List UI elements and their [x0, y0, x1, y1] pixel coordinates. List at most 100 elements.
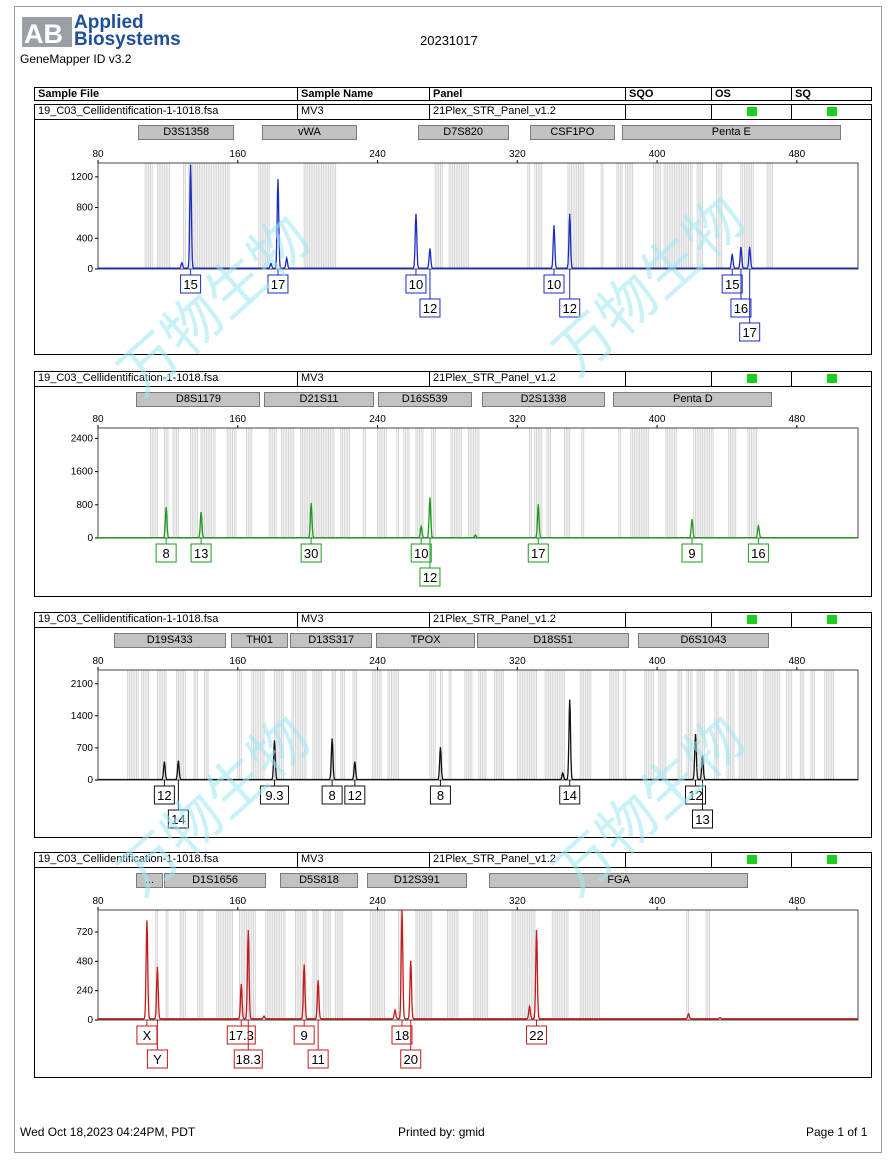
x-tick-label: 480: [789, 414, 806, 425]
marker-label: TPOX: [375, 633, 476, 648]
allele-label: 10: [547, 277, 561, 292]
sample-file: 19_C03_Cellidentification-1-1018.fsa: [38, 613, 219, 625]
allele-label: 14: [562, 788, 576, 803]
allele-label: 14: [171, 812, 185, 827]
allele-label: 9: [301, 1028, 308, 1043]
allele-label: X: [143, 1028, 152, 1043]
peak: [694, 733, 697, 736]
x-tick-label: 240: [369, 149, 386, 160]
marker-label: D18S51: [477, 633, 630, 648]
allele-box: [300, 543, 322, 563]
allele-box: [293, 1025, 315, 1045]
allele-label: 9: [688, 546, 695, 561]
marker-label: Penta E: [622, 125, 841, 140]
allele-box: [559, 298, 581, 318]
peak: [263, 1015, 265, 1018]
x-tick-label: 240: [369, 896, 386, 907]
marker-label: D16S539: [377, 392, 472, 407]
allele-box: [747, 543, 769, 563]
sample-file: 19_C03_Cellidentification-1-1018.fsa: [38, 372, 219, 384]
peak: [200, 511, 202, 514]
peak: [740, 246, 742, 249]
allele-box: [233, 1049, 263, 1069]
panel-name: 21Plex_STR_Panel_v1.2: [433, 372, 556, 384]
allele-box: [344, 785, 366, 805]
allele-label: 16: [751, 546, 765, 561]
peak: [429, 497, 431, 499]
print-timestamp: Wed Oct 18,2023 04:24PM, PDT: [20, 1125, 196, 1139]
peak: [181, 262, 183, 264]
x-tick-label: 80: [92, 149, 104, 160]
allele-label: 12: [562, 301, 576, 316]
y-tick-label: 1600: [71, 467, 94, 478]
peak: [528, 1005, 531, 1008]
x-tick-label: 480: [789, 896, 806, 907]
peak: [177, 760, 180, 763]
logo-line-2: Biosystems: [74, 29, 181, 50]
marker-label: FGA: [489, 873, 748, 888]
printed-by: Printed by: gmid: [398, 1125, 485, 1139]
sample-row: 19_C03_Cellidentification-1-1018.fsa MV3 2…: [35, 613, 871, 628]
x-tick-label: 320: [509, 656, 526, 667]
allele-box: [321, 785, 343, 805]
y-tick-label: 1400: [71, 711, 94, 722]
allele-label: 12: [423, 570, 437, 585]
peak: [748, 246, 751, 249]
sq-status-indicator: [827, 107, 837, 116]
peak: [691, 518, 693, 521]
allele-box: [180, 274, 202, 294]
marker-label: D6S1043: [637, 633, 769, 648]
y-tick-label: 700: [76, 743, 93, 754]
peak: [189, 164, 192, 167]
col-sq: SQ: [795, 88, 811, 100]
peak: [277, 179, 279, 181]
peak: [163, 761, 166, 763]
peak: [156, 966, 159, 969]
peak: [537, 503, 540, 506]
peak: [568, 213, 571, 216]
allele-label: 8: [437, 788, 444, 803]
y-tick-label: 800: [76, 203, 93, 214]
applied-biosystems-logo: AB: [22, 17, 72, 49]
x-tick-label: 320: [509, 149, 526, 160]
allele-box: [307, 1049, 329, 1069]
page-frame: [14, 6, 882, 1153]
x-tick-label: 160: [229, 896, 246, 907]
peak: [285, 257, 288, 260]
allele-box: [267, 274, 289, 294]
x-tick-label: 400: [649, 896, 666, 907]
y-tick-label: 0: [87, 1015, 93, 1026]
allele-label: 12: [688, 788, 702, 803]
sample-name: MV3: [301, 105, 324, 117]
allele-label: 30: [304, 546, 318, 561]
electropherogram-panel: 19_C03_Cellidentification-1-1018.fsa MV3 2…: [34, 104, 872, 355]
allele-label: 12: [423, 301, 437, 316]
marker-label: D19S433: [113, 633, 226, 648]
y-tick-label: 400: [76, 233, 93, 244]
peak: [409, 960, 412, 963]
y-tick-label: 2100: [71, 679, 94, 690]
allele-label: 10: [409, 277, 423, 292]
marker-label: vWA: [262, 125, 357, 140]
marker-label: D3S1358: [138, 125, 235, 140]
allele-label: 17: [742, 325, 756, 340]
panel-name: 21Plex_STR_Panel_v1.2: [433, 853, 556, 865]
electropherogram-panel: 19_C03_Cellidentification-1-1018.fsa MV3 2…: [34, 612, 872, 838]
allele-label: 22: [529, 1028, 543, 1043]
peak: [429, 248, 431, 250]
allele-box: [400, 1049, 422, 1069]
peak: [415, 213, 417, 216]
peak: [420, 525, 423, 528]
allele-label: 16: [734, 301, 748, 316]
peak: [331, 738, 333, 741]
peak: [401, 909, 403, 911]
col-sqo: SQO: [629, 88, 654, 100]
peak: [439, 747, 442, 749]
allele-box: [526, 1025, 548, 1045]
allele-box: [721, 274, 743, 294]
peak: [247, 929, 250, 932]
y-tick-label: 720: [76, 927, 93, 938]
x-tick-label: 160: [229, 656, 246, 667]
sample-row: 19_C03_Cellidentification-1-1018.fsa MV3 2…: [35, 105, 871, 120]
